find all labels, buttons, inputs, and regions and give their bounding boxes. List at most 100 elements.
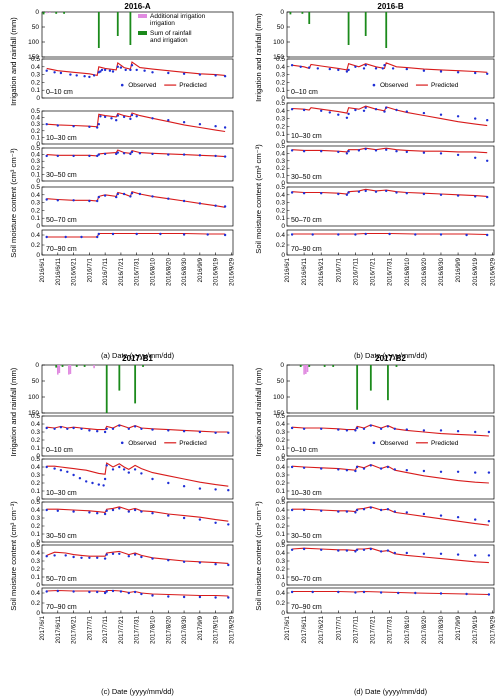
predicted-line (46, 550, 229, 564)
observed-point (182, 560, 186, 563)
observed-point (78, 477, 82, 480)
observed-point (182, 199, 186, 203)
moisture-tick-label: 0.3 (31, 72, 40, 79)
layer-2: 00.10.20.30.40.510–30 cm (31, 456, 234, 503)
date-tick-label: 2016/6/21 (318, 258, 325, 287)
observed-point (167, 514, 170, 517)
layer-3: 00.10.20.30.40.5 30–50 cm (276, 143, 495, 187)
irrigation-frame (286, 11, 495, 58)
observed-point (345, 429, 349, 432)
rainfall-irrigation-bar (395, 365, 398, 367)
observed-point (105, 553, 108, 556)
moisture-tick-label: 0.4 (276, 232, 285, 239)
observed-point (362, 109, 366, 113)
date-tick-label: 2017/8/20 (165, 616, 172, 645)
observed-point (395, 150, 398, 153)
moisture-tick-label: 0 (36, 453, 40, 460)
y-label-irrigation: Irrigation and rainfall (mm) (9, 17, 18, 106)
moisture-tick-label: 0.4 (31, 115, 40, 122)
observed-point (337, 428, 340, 431)
layer-4: 00.10.20.30.40.550–70 cm (31, 542, 234, 589)
observed-point (140, 510, 143, 513)
observed-point (130, 192, 134, 195)
observed-point (103, 115, 107, 119)
observed-point (456, 470, 460, 473)
observed-point (354, 65, 357, 69)
observed-point (302, 547, 306, 551)
observed-point (439, 113, 443, 116)
moisture-tick-label: 0.3 (276, 72, 285, 79)
observed-point (140, 555, 143, 559)
layer-frame (41, 415, 234, 457)
date-tick-label: 2017/6/21 (71, 616, 78, 645)
moisture-tick-label: 0.1 (31, 488, 40, 495)
date-tick-label: 2017/8/30 (181, 616, 188, 645)
legend-predicted-label: Predicted (431, 440, 459, 447)
observed-point (72, 555, 75, 559)
y-label-irrigation: Irrigation and rainfall (mm) (254, 367, 263, 456)
observed-point (320, 509, 323, 512)
irrigation-tick-label: 0 (280, 9, 284, 16)
observed-point (439, 552, 443, 555)
date-tick-label: 2017/9/9 (197, 616, 204, 641)
observed-point (362, 508, 366, 511)
moisture-tick-label: 0.5 (31, 108, 40, 115)
observed-point (206, 233, 209, 236)
observed-point (96, 430, 99, 433)
moisture-tick-label: 0.2 (276, 480, 285, 487)
moisture-tick-label: 0 (36, 539, 40, 546)
observed-point (182, 595, 186, 599)
legend-observed-label: Observed (128, 82, 157, 89)
observed-point (151, 71, 154, 74)
moisture-tick-label: 0.5 (276, 56, 285, 63)
observed-point (103, 430, 107, 434)
observed-point (45, 465, 48, 469)
layer-5: 0 0.2 0.4 70–90 cm (276, 587, 495, 617)
rainfall-irrigation-bar (299, 365, 302, 367)
moisture-tick-label: 0.4 (276, 192, 285, 199)
observed-point (486, 119, 489, 122)
observed-point (85, 480, 88, 483)
observed-point (167, 197, 170, 200)
layer-2: 00.10.20.30.40.510–30 cm (276, 456, 495, 503)
layer-frame (286, 58, 495, 99)
layer-depth-label: 50–70 cm (46, 576, 77, 583)
additional-irrigation-bar (56, 365, 59, 375)
moisture-tick-label: 0.1 (276, 488, 285, 495)
observed-point (198, 487, 202, 490)
moisture-tick-label: 0.4 (276, 507, 285, 514)
observed-point (198, 595, 202, 599)
observed-point (474, 518, 477, 521)
moisture-tick-label: 0.5 (31, 456, 40, 463)
moisture-tick-label: 0.2 (276, 566, 285, 573)
observed-point (72, 125, 75, 128)
observed-point (103, 591, 107, 595)
rainfall-irrigation-bar (116, 12, 119, 36)
predicted-line (46, 589, 229, 597)
layer-4: 00.10.20.30.40.550–70 cm (31, 184, 234, 230)
observed-point (405, 428, 408, 431)
moisture-tick-label: 0 (36, 223, 40, 230)
observed-point (355, 426, 359, 430)
moisture-tick-label: 0.1 (276, 87, 285, 94)
observed-point (364, 63, 367, 67)
date-tick-label: 2016/8/30 (181, 258, 188, 287)
moisture-tick-label: 0.3 (276, 472, 285, 479)
observed-point (100, 68, 104, 72)
date-tick-label: 2017/7/11 (102, 616, 109, 644)
moisture-tick-label: 0.3 (31, 472, 40, 479)
observed-point (59, 469, 63, 472)
legend-observed-label: Observed (380, 82, 409, 89)
observed-point (53, 467, 56, 470)
moisture-tick-label: 0.3 (31, 558, 40, 565)
observed-point (381, 67, 384, 70)
observed-point (362, 590, 366, 594)
observed-point (337, 510, 340, 513)
layer-frame (286, 415, 495, 457)
rainfall-irrigation-bar (332, 365, 335, 367)
panel-2016-a: 2016-A 0 50 100 150 Additional irrigationirri… (9, 2, 235, 360)
observed-point (56, 154, 59, 158)
predicted-line (292, 105, 488, 127)
observed-point (214, 596, 217, 599)
